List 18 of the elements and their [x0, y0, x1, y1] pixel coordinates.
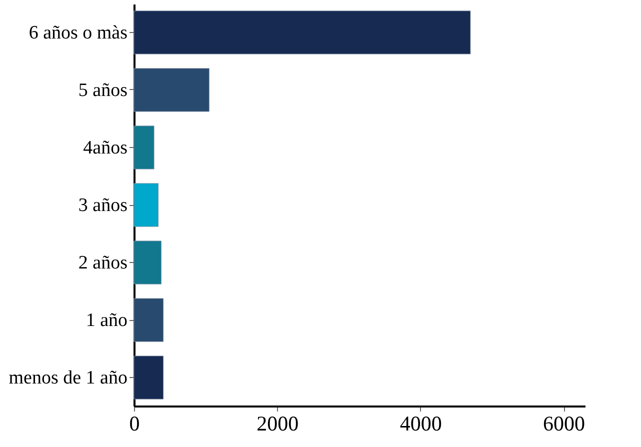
- y-tick-label: 6 años o màs: [28, 22, 128, 44]
- bar: [134, 68, 210, 112]
- bar: [134, 240, 162, 284]
- bar: [134, 298, 164, 342]
- bar: [134, 126, 154, 170]
- y-tick-label: 1 año: [86, 310, 128, 332]
- y-tick-label: 5 años: [78, 80, 128, 101]
- bar: [134, 10, 471, 54]
- x-tick-label: 0: [129, 412, 140, 436]
- x-tick-label: 4000: [400, 412, 442, 436]
- bar: [134, 183, 159, 227]
- x-tick-label: 6000: [543, 412, 586, 436]
- y-tick-label: menos de 1 año: [8, 368, 128, 389]
- y-tick-label: 2 años: [78, 252, 128, 274]
- x-tick-label: 2000: [256, 412, 299, 436]
- y-tick-label: 3 años: [78, 195, 128, 216]
- bar: [134, 356, 164, 400]
- y-tick-label: 4años: [83, 137, 128, 158]
